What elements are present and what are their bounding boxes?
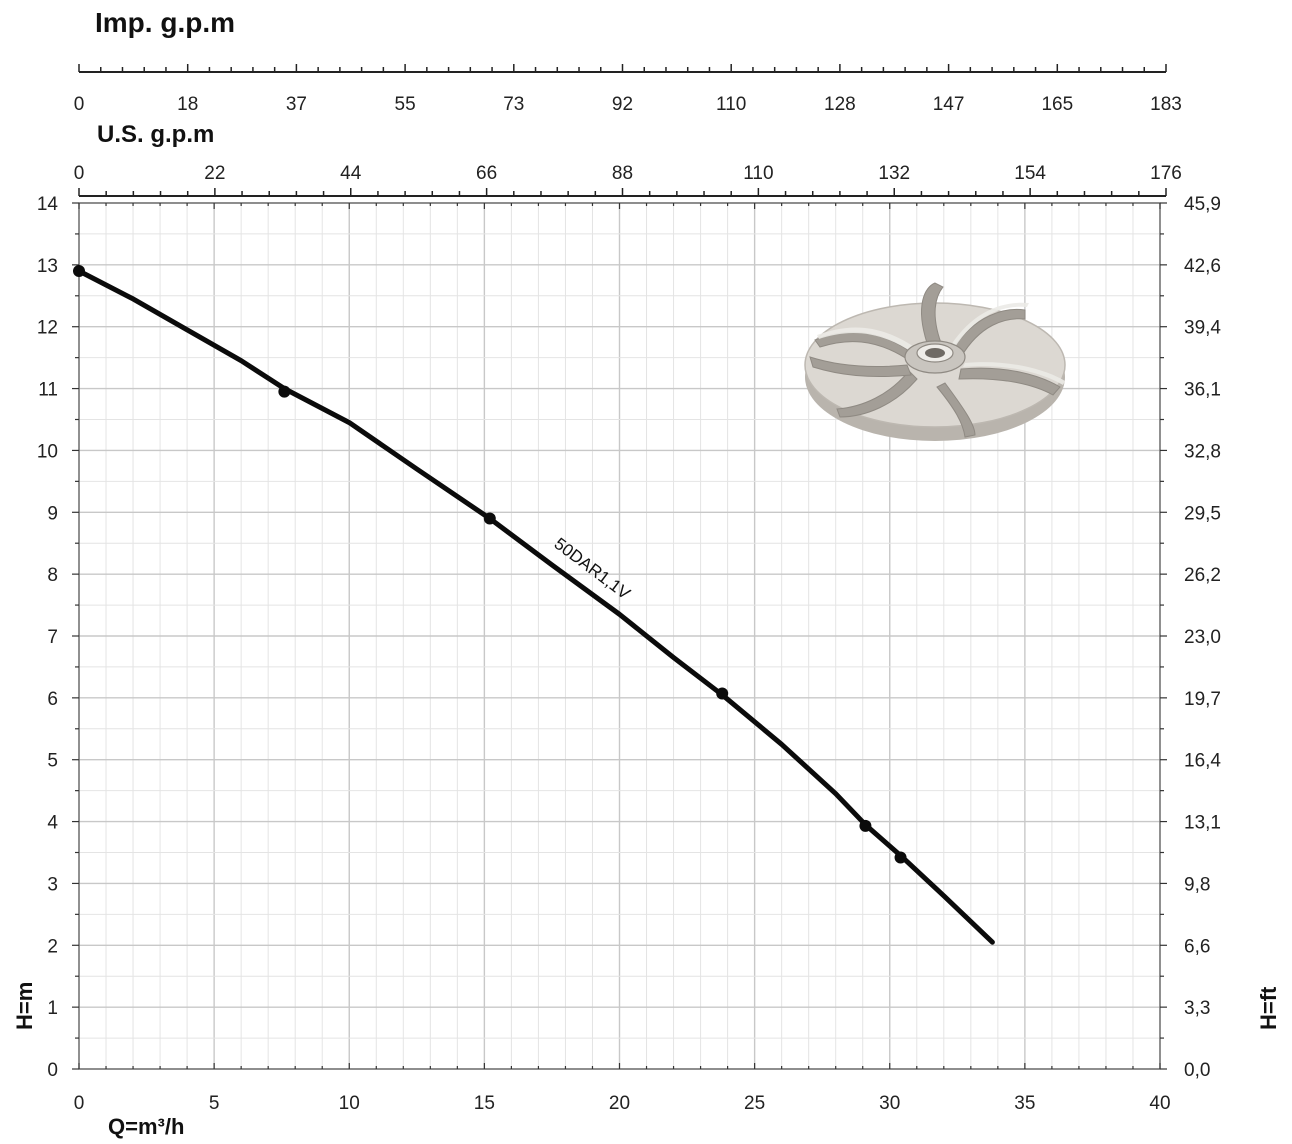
performance-curve	[76, 268, 995, 945]
top-axis-tick-label: 154	[1014, 163, 1046, 184]
top-axis-tick-label: 147	[933, 94, 965, 115]
top-axis-tick-label: 55	[395, 94, 416, 115]
y-right-tick-label: 6,6	[1184, 936, 1210, 957]
x-tick-label: 35	[1014, 1093, 1035, 1114]
us-gpm-axis-title: U.S. g.p.m	[97, 121, 214, 148]
curve-marker	[73, 265, 85, 278]
y-left-tick-label: 12	[37, 318, 58, 339]
y-right-tick-label: 39,4	[1184, 318, 1221, 339]
y-right-tick-label: 36,1	[1184, 380, 1221, 401]
top-axis-tick-label: 66	[476, 163, 497, 184]
x-tick-label: 5	[209, 1093, 220, 1114]
impeller-illustration	[804, 282, 1066, 441]
top-axis-tick-label: 73	[503, 94, 524, 115]
top-axis-tick-label: 110	[716, 94, 746, 115]
curve-marker	[278, 385, 291, 398]
plot-frame-ticks	[72, 202, 1167, 1070]
y-left-tick-label: 14	[37, 194, 59, 215]
y-left-tick-label: 1	[47, 998, 58, 1019]
us-gpm-axis: 0 22 44 66 88 110 132 154 176	[74, 163, 1182, 197]
top-axis-tick-label: 110	[743, 163, 773, 184]
top-axis-tick-label: 37	[286, 94, 307, 115]
imp-gpm-axis: 0 18 37 55 73 92 110 128 147 165 183	[74, 64, 1182, 115]
y-left-tick-label: 7	[47, 627, 58, 648]
top-axis-tick-label: 18	[177, 94, 198, 115]
x-tick-label: 30	[879, 1093, 900, 1114]
y-right-tick-label: 32,8	[1184, 441, 1221, 462]
y-left-tick-label: 9	[47, 503, 58, 524]
imp-gpm-axis-title: Imp. g.p.m	[95, 7, 235, 38]
top-axis-tick-label: 0	[74, 163, 85, 184]
curve-marker	[483, 512, 496, 525]
y-left-tick-label: 3	[47, 874, 58, 895]
top-axis-tick-label: 176	[1150, 163, 1182, 184]
top-axis-tick-label: 88	[612, 163, 633, 184]
y-right-tick-label: 23,0	[1184, 627, 1221, 648]
curve-marker	[859, 819, 872, 832]
x-tick-label: 15	[474, 1093, 495, 1114]
top-axis-tick-label: 132	[878, 163, 910, 184]
y-right-tick-label: 45,9	[1184, 194, 1221, 215]
y-right-tick-label: 9,8	[1184, 874, 1210, 895]
x-tick-label: 0	[74, 1093, 85, 1114]
y-left-tick-label: 11	[38, 380, 58, 401]
y-left-tick-label: 0	[47, 1060, 58, 1081]
top-axis-tick-label: 22	[204, 163, 225, 184]
curve-markers	[73, 265, 907, 864]
y-right-tick-label: 19,7	[1184, 689, 1221, 710]
y-right-tick-label: 13,1	[1184, 813, 1221, 834]
top-axis-tick-label: 0	[74, 94, 85, 115]
top-axis-tick-label: 92	[612, 94, 633, 115]
x-tick-label: 25	[744, 1093, 765, 1114]
curve-marker	[894, 851, 907, 864]
y-left-tick-label: 6	[47, 689, 58, 710]
curve-marker	[716, 687, 729, 700]
y-right-tick-label: 42,6	[1184, 256, 1221, 277]
y-right-axis-title: H=ft	[1256, 986, 1281, 1030]
y-right-tick-label: 26,2	[1184, 565, 1221, 586]
y-right-tick-label: 16,4	[1184, 751, 1221, 772]
y-right-tick-label: 0,0	[1184, 1060, 1210, 1081]
x-tick-label: 40	[1149, 1093, 1170, 1114]
top-axis-tick-label: 183	[1150, 94, 1182, 115]
y-left-tick-label: 13	[37, 256, 58, 277]
y-right-tick-labels: 0,0 3,3 6,6 9,8 13,1 16,4 19,7 23,0 26,2 29,5 32,8…	[1184, 194, 1221, 1081]
x-tick-label: 20	[609, 1093, 630, 1114]
y-left-tick-label: 2	[47, 936, 58, 957]
y-right-tick-label: 29,5	[1184, 503, 1221, 524]
y-left-axis-title: H=m	[12, 982, 37, 1030]
x-tick-labels: 0 5 10 15 20 25 30 35 40	[74, 1093, 1171, 1114]
y-left-tick-label: 5	[47, 751, 58, 772]
y-left-tick-label: 8	[47, 565, 58, 586]
x-axis-title: Q=m³/h	[108, 1114, 184, 1139]
y-left-tick-label: 10	[37, 441, 58, 462]
top-axis-tick-label: 128	[824, 94, 856, 115]
x-tick-label: 10	[339, 1093, 360, 1114]
y-left-tick-label: 4	[47, 813, 58, 834]
y-right-tick-label: 3,3	[1184, 998, 1210, 1019]
top-axis-tick-label: 44	[340, 163, 362, 184]
top-axis-tick-label: 165	[1041, 94, 1073, 115]
